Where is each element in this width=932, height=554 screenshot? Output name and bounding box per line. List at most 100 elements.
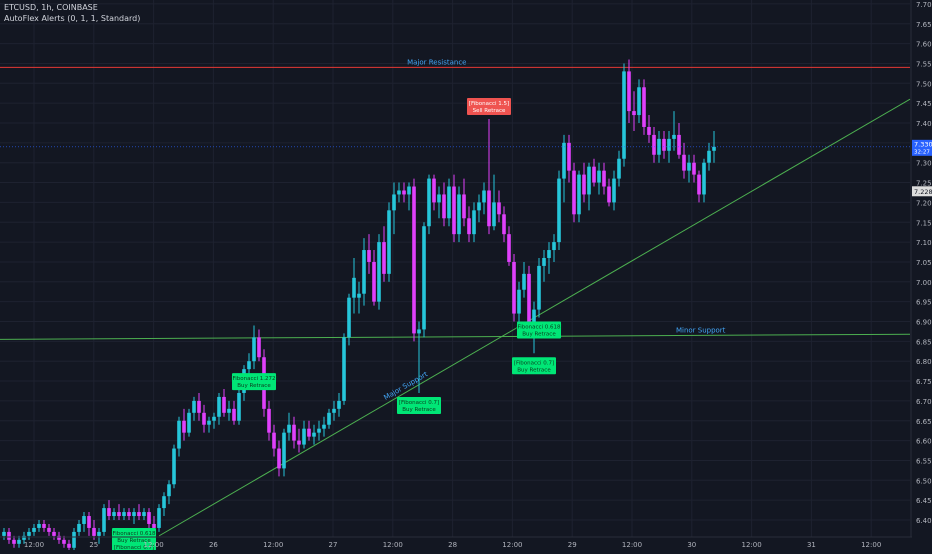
- candle-body[interactable]: [277, 448, 281, 469]
- candle-body[interactable]: [697, 174, 701, 195]
- level-line[interactable]: [0, 333, 911, 340]
- candle-body[interactable]: [7, 531, 11, 540]
- candle-body[interactable]: [527, 273, 531, 322]
- candle-body[interactable]: [77, 523, 81, 532]
- candle-body[interactable]: [332, 408, 336, 413]
- candle-body[interactable]: [102, 508, 106, 532]
- candle-body[interactable]: [357, 293, 361, 298]
- candle-body[interactable]: [307, 428, 311, 437]
- candle-body[interactable]: [547, 250, 551, 258]
- candle-body[interactable]: [672, 134, 676, 139]
- candle-body[interactable]: [2, 531, 6, 536]
- candle-body[interactable]: [577, 174, 581, 215]
- candle-body[interactable]: [267, 408, 271, 433]
- candle-body[interactable]: [522, 273, 526, 290]
- candle-body[interactable]: [602, 170, 606, 187]
- candle-body[interactable]: [312, 432, 316, 437]
- candle-body[interactable]: [42, 523, 46, 528]
- candle-body[interactable]: [367, 250, 371, 262]
- candle-body[interactable]: [382, 242, 386, 274]
- candle-body[interactable]: [662, 138, 666, 151]
- candle-body[interactable]: [622, 71, 626, 159]
- candle-body[interactable]: [342, 337, 346, 401]
- candle-body[interactable]: [452, 186, 456, 235]
- candle-body[interactable]: [272, 432, 276, 449]
- candle-body[interactable]: [82, 516, 86, 524]
- candle-body[interactable]: [487, 190, 491, 227]
- candle-body[interactable]: [632, 111, 636, 116]
- candle-body[interactable]: [217, 396, 221, 417]
- candle-body[interactable]: [162, 496, 166, 509]
- candle-body[interactable]: [92, 527, 96, 536]
- signal-label[interactable]: [Fibonacci 1.272]Buy Retrace: [230, 373, 278, 391]
- candle-body[interactable]: [62, 539, 66, 544]
- candle-body[interactable]: [552, 242, 556, 251]
- candle-body[interactable]: [122, 512, 126, 517]
- candle-body[interactable]: [397, 190, 401, 195]
- candle-body[interactable]: [172, 448, 176, 485]
- candle-body[interactable]: [32, 527, 36, 532]
- candle-body[interactable]: [472, 210, 476, 235]
- candle-body[interactable]: [422, 226, 426, 330]
- candle-body[interactable]: [572, 170, 576, 215]
- signal-label[interactable]: [Fibonacci 0.7]Buy Retrace: [512, 357, 556, 375]
- candle-body[interactable]: [592, 166, 596, 183]
- candle-body[interactable]: [507, 234, 511, 262]
- candle-body[interactable]: [377, 242, 381, 302]
- candle-body[interactable]: [612, 178, 616, 203]
- candle-body[interactable]: [147, 512, 151, 524]
- candle-body[interactable]: [167, 484, 171, 497]
- candle-body[interactable]: [682, 154, 686, 171]
- candle-body[interactable]: [557, 178, 561, 243]
- candle-body[interactable]: [237, 392, 241, 421]
- candle-body[interactable]: [707, 150, 711, 163]
- candle-body[interactable]: [407, 186, 411, 195]
- candle-body[interactable]: [457, 194, 461, 235]
- time-axis[interactable]: 12:00 25 12:00 26 12:00 27 12:00 28 12:00 29 12:00…: [0, 536, 912, 549]
- candle-body[interactable]: [142, 512, 146, 517]
- candle-body[interactable]: [642, 87, 646, 127]
- candle-body[interactable]: [392, 194, 396, 211]
- candle-body[interactable]: [17, 539, 21, 544]
- candle-body[interactable]: [447, 186, 451, 219]
- candle-body[interactable]: [347, 297, 351, 338]
- price-axis[interactable]: 7.9007.8507.8007.7507.7007.6507.6007.550…: [0, 0, 932, 537]
- candle-body[interactable]: [207, 420, 211, 425]
- candle-body[interactable]: [22, 535, 26, 540]
- candle-body[interactable]: [72, 531, 76, 548]
- candle-body[interactable]: [432, 178, 436, 203]
- candle-body[interactable]: [402, 190, 406, 195]
- candle-body[interactable]: [152, 523, 156, 528]
- candle-body[interactable]: [337, 400, 341, 409]
- candle-body[interactable]: [52, 531, 56, 536]
- candle-body[interactable]: [607, 186, 611, 203]
- candle-body[interactable]: [617, 158, 621, 179]
- candle-body[interactable]: [532, 309, 536, 322]
- candle-body[interactable]: [37, 523, 41, 528]
- candle-body[interactable]: [192, 400, 196, 413]
- candle-body[interactable]: [232, 408, 236, 421]
- candle-body[interactable]: [187, 412, 191, 433]
- candle-body[interactable]: [417, 329, 421, 334]
- candle-body[interactable]: [212, 416, 216, 421]
- candle-body[interactable]: [157, 508, 161, 528]
- candle-body[interactable]: [297, 440, 301, 445]
- candle-body[interactable]: [482, 190, 486, 203]
- candle-body[interactable]: [327, 412, 331, 425]
- candle-body[interactable]: [512, 261, 516, 314]
- candle-body[interactable]: [517, 289, 521, 314]
- candle-body[interactable]: [502, 214, 506, 235]
- candle-body[interactable]: [247, 361, 251, 370]
- candle-body[interactable]: [302, 428, 306, 445]
- candle-body[interactable]: [252, 337, 256, 362]
- candle-body[interactable]: [687, 162, 691, 171]
- candle-body[interactable]: [362, 250, 366, 294]
- candle-body[interactable]: [627, 71, 631, 112]
- prev-close-badge[interactable]: 7.228: [912, 186, 932, 197]
- candle-body[interactable]: [462, 194, 466, 219]
- signal-label[interactable]: [Fibonacci 0.7]Buy Retrace: [397, 396, 441, 414]
- candle-body[interactable]: [387, 210, 391, 274]
- candle-body[interactable]: [652, 134, 656, 155]
- candle-body[interactable]: [372, 261, 376, 302]
